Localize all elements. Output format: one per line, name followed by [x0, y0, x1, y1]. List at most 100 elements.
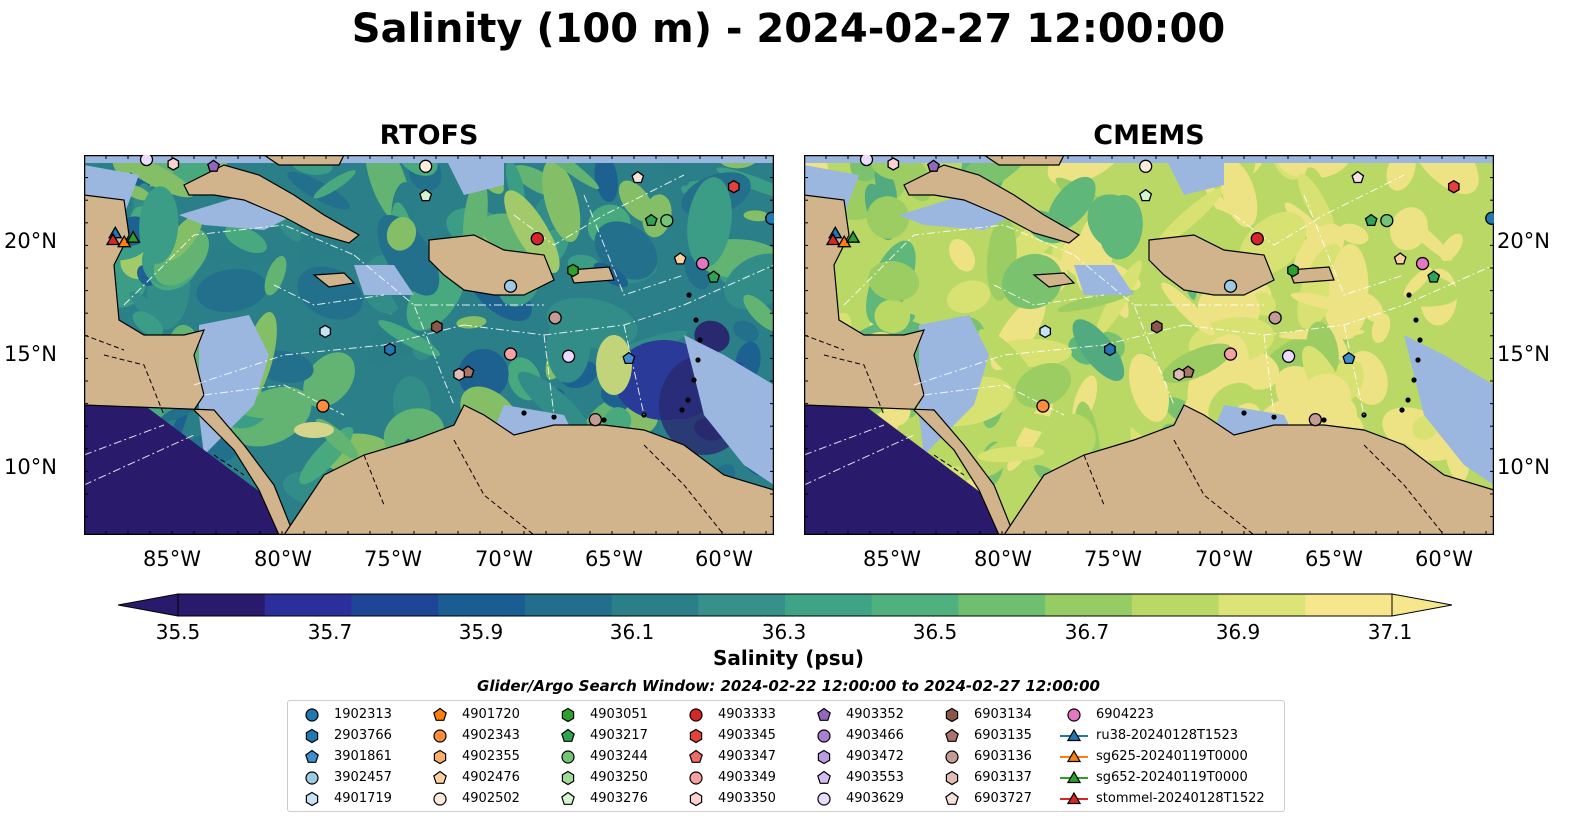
legend-label: 1902313 [334, 707, 392, 722]
float-marker-4903629 [1281, 349, 1296, 363]
legend-label: 4901720 [462, 707, 520, 722]
eez-boundaries [804, 174, 1494, 486]
map-frame [804, 155, 1494, 535]
legend-label: 4903217 [590, 728, 648, 743]
colorbar-segment [438, 594, 526, 616]
panel-title-cmems: CMEMS [1093, 120, 1205, 151]
float-marker-2903766 [1104, 342, 1116, 357]
float-marker-4903217 [707, 270, 721, 283]
lon-label: 65°W [585, 547, 643, 571]
float-marker-4903051 [567, 263, 579, 278]
float-marker-6903727 [1351, 170, 1365, 184]
legend-marker [689, 708, 703, 722]
legend-marker [433, 729, 447, 743]
lesser-antilles [1241, 292, 1423, 423]
legend-label: 3902457 [334, 770, 392, 785]
legend-label: 4903629 [846, 791, 904, 806]
colorbar-segment [178, 594, 266, 616]
legend-marker [305, 728, 319, 744]
lon-label: 60°W [695, 547, 753, 571]
float-marker-4903350 [887, 157, 900, 171]
float-marker-4902502 [419, 159, 433, 173]
float-marker-1902313 [765, 211, 774, 225]
colorbar-segment [1305, 594, 1393, 616]
legend-marker [305, 771, 319, 785]
lat-label: 10°N [1497, 455, 1550, 479]
lat-label: 15°N [1497, 342, 1550, 366]
legend-label: 2903766 [334, 728, 392, 743]
legend-marker [1060, 770, 1088, 784]
lon-label: 85°W [143, 547, 201, 571]
float-marker-4903352 [207, 159, 220, 172]
legend-marker [561, 770, 575, 786]
legend-label: 4903276 [590, 791, 648, 806]
legend-marker [817, 749, 831, 765]
float-marker-6903727 [631, 170, 645, 184]
legend-label: sg625-20240119T0000 [1096, 749, 1248, 764]
map-cmems [804, 155, 1494, 535]
legend-label: 4903345 [718, 728, 776, 743]
legend-marker [305, 791, 319, 807]
legend-label: 4903250 [590, 770, 648, 785]
legend-marker [433, 770, 447, 784]
colorbar-label: Salinity (psu) [712, 646, 864, 670]
lat-label: 15°N [4, 342, 57, 366]
float-marker-4901719 [319, 324, 332, 339]
pacific-ocean [84, 405, 284, 535]
colorbar-tick: 35.7 [307, 620, 353, 644]
legend-label: ru38-20240128T1523 [1096, 728, 1239, 743]
float-marker-4903244 [1380, 213, 1394, 228]
float-marker-6903135 [461, 365, 475, 378]
float-marker-6903137 [453, 367, 465, 382]
colorbar-segment [524, 594, 613, 616]
colorbar-tick: 35.5 [155, 620, 201, 644]
legend-label: 3901861 [334, 749, 392, 764]
legend-marker [1067, 708, 1081, 722]
country-borders [804, 334, 1445, 535]
land [84, 155, 774, 535]
map-ticks [804, 155, 1494, 535]
lon-label: 75°W [1084, 547, 1142, 571]
lesser-antilles [521, 292, 703, 423]
colorbar-segment [1131, 594, 1220, 616]
legend-marker [433, 707, 447, 721]
float-marker-3901861 [622, 351, 636, 365]
legend-marker [1060, 728, 1088, 742]
legend-marker [817, 729, 831, 743]
legend-label: 4903349 [718, 770, 776, 785]
lat-label: 10°N [4, 455, 57, 479]
legend-marker [305, 708, 319, 722]
lon-label: 85°W [863, 547, 921, 571]
map-frame [84, 155, 774, 535]
float-marker-4903276 [419, 188, 433, 202]
float-marker-4903217 [1364, 213, 1378, 227]
colorbar-tick: 36.7 [1064, 620, 1110, 644]
float-marker-4903629 [561, 349, 576, 363]
land [804, 155, 1494, 535]
float-marker-4903051 [1287, 263, 1299, 278]
legend-label: 6903134 [974, 707, 1032, 722]
legend-marker [817, 792, 831, 806]
colorbar-tick: 36.1 [609, 620, 655, 644]
legend-label: 4903352 [846, 707, 904, 722]
legend-marker [945, 791, 959, 805]
lon-label: 60°W [1415, 547, 1473, 571]
country-borders [84, 334, 725, 535]
legend-label: sg652-20240119T0000 [1096, 770, 1248, 785]
float-marker-4903333 [530, 232, 544, 246]
float-marker-4903345 [727, 179, 740, 194]
colorbar-segment [1218, 594, 1306, 616]
legend-marker [945, 728, 959, 742]
legend-label: 4903350 [718, 791, 776, 806]
lon-label: 65°W [1305, 547, 1363, 571]
colorbar-extend-high [1391, 593, 1452, 617]
lat-label: 20°N [1497, 229, 1550, 253]
float-markers [825, 155, 1494, 427]
panel-title-rtofs: RTOFS [379, 120, 479, 151]
colorbar-tick: 36.5 [912, 620, 958, 644]
legend-marker [1060, 749, 1088, 763]
colorbar-tick: 37.1 [1367, 620, 1413, 644]
legend-marker [561, 728, 575, 742]
map-rtofs [84, 155, 774, 535]
float-marker-6903136 [588, 412, 603, 427]
